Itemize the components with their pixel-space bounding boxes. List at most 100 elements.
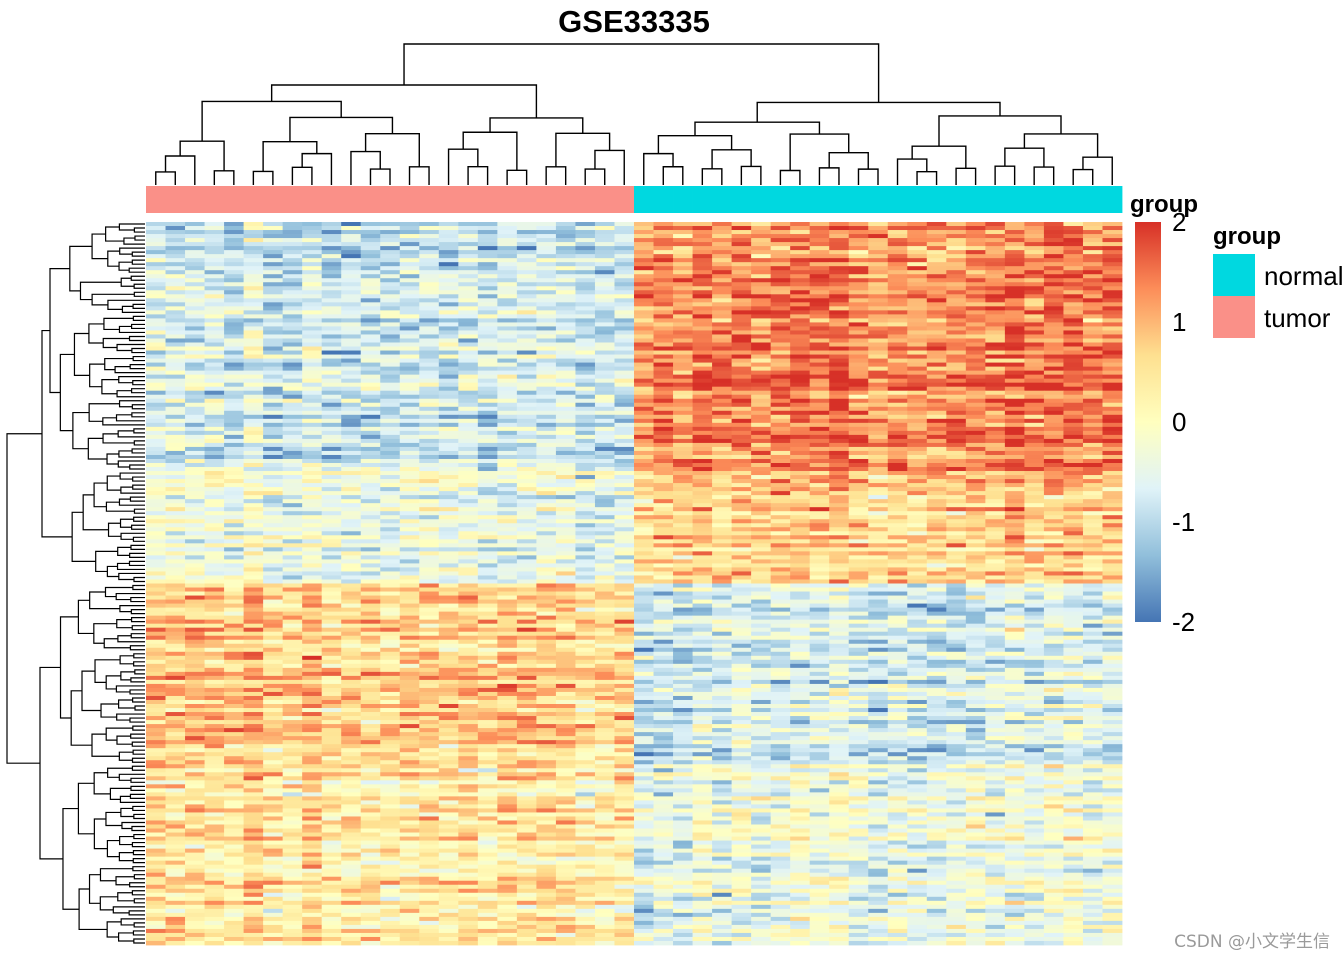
heatmap-cell: [594, 286, 615, 291]
heatmap-cell: [165, 483, 186, 488]
heatmap-cell: [614, 390, 635, 396]
heatmap-cell: [907, 402, 928, 408]
heatmap-cell: [224, 495, 244, 500]
heatmap-cell: [692, 587, 713, 592]
heatmap-cell: [673, 426, 693, 432]
heatmap-cell: [1102, 434, 1123, 440]
heatmap-cell: [224, 479, 244, 484]
heatmap-cell: [263, 495, 284, 500]
heatmap-cell: [887, 230, 908, 235]
heatmap-cell: [868, 362, 889, 367]
heatmap-cell: [946, 350, 967, 355]
heatmap-cell: [1004, 330, 1025, 335]
heatmap-cell: [555, 326, 576, 331]
heatmap-cell: [497, 294, 518, 299]
heatmap-cell: [673, 495, 693, 500]
heatmap-cell: [282, 314, 303, 319]
heatmap-cell: [634, 282, 654, 287]
heatmap-cell: [965, 386, 986, 392]
heatmap-cell: [516, 446, 537, 452]
heatmap-cell: [575, 559, 596, 564]
heatmap-cell: [165, 386, 186, 392]
heatmap-cell: [692, 583, 713, 588]
heatmap-cell: [751, 559, 772, 564]
heatmap-cell: [399, 262, 420, 267]
heatmap-cell: [224, 314, 244, 319]
heatmap-cell: [985, 366, 1006, 372]
heatmap-cell: [712, 398, 732, 404]
heatmap-cell: [321, 262, 342, 267]
heatmap-cell: [1063, 370, 1084, 376]
heatmap-cell: [1082, 390, 1103, 396]
heatmap-cell: [848, 458, 869, 464]
heatmap-cell: [1082, 442, 1103, 448]
heatmap-cell: [419, 511, 440, 516]
heatmap-cell: [419, 374, 440, 380]
heatmap-cell: [555, 334, 576, 339]
heatmap-cell: [185, 382, 205, 388]
heatmap-cell: [809, 595, 830, 600]
heatmap-cell: [829, 298, 850, 303]
heatmap-cell: [302, 262, 323, 267]
heatmap-cell: [458, 354, 479, 359]
heatmap-cell: [829, 354, 850, 359]
heatmap-cell: [731, 338, 752, 343]
heatmap-cell: [263, 394, 284, 400]
heatmap-cell: [419, 479, 440, 484]
heatmap-cell: [1102, 358, 1123, 363]
heatmap-cell: [575, 454, 596, 460]
heatmap-cell: [1024, 535, 1045, 540]
heatmap-cell: [243, 370, 264, 376]
heatmap-cell: [321, 274, 342, 279]
heatmap-cell: [165, 366, 186, 372]
heatmap-cell: [673, 418, 693, 424]
heatmap-cell: [946, 362, 967, 367]
heatmap-cell: [926, 543, 947, 548]
heatmap-cell: [751, 390, 772, 396]
heatmap-cell: [1102, 294, 1123, 299]
heatmap-cell: [282, 394, 303, 400]
heatmap-cell: [1043, 234, 1064, 239]
heatmap-cell: [575, 354, 596, 359]
dendrogram-branch: [594, 149, 625, 185]
heatmap-cell: [1043, 266, 1064, 271]
heatmap-cell: [673, 314, 693, 319]
heatmap-cell: [302, 290, 323, 295]
heatmap-cell: [634, 446, 654, 452]
heatmap-cell: [185, 475, 205, 480]
heatmap-cell: [302, 414, 323, 420]
heatmap-cell: [341, 338, 362, 343]
heatmap-cell: [809, 286, 830, 291]
heatmap-cell: [399, 394, 420, 400]
heatmap-cell: [263, 358, 284, 363]
heatmap-cell: [282, 571, 303, 576]
heatmap-cell: [224, 230, 244, 235]
heatmap-cell: [497, 250, 518, 255]
heatmap-cell: [634, 454, 654, 460]
heatmap-cell: [1102, 366, 1123, 372]
heatmap-cell: [868, 338, 889, 343]
dendrogram-branch: [130, 677, 145, 683]
heatmap-cell: [497, 390, 518, 396]
heatmap-cell: [263, 382, 284, 388]
heatmap-cell: [185, 426, 205, 432]
heatmap-cell: [614, 555, 635, 560]
heatmap-cell: [887, 591, 908, 596]
heatmap-cell: [555, 322, 576, 327]
heatmap-cell: [985, 539, 1006, 544]
heatmap-cell: [1063, 290, 1084, 295]
heatmap-cell: [907, 511, 928, 516]
heatmap-cell: [692, 326, 713, 331]
heatmap-cell: [751, 571, 772, 576]
heatmap-cell: [1102, 563, 1123, 568]
heatmap-cell: [497, 438, 518, 444]
heatmap-cell: [224, 258, 244, 263]
heatmap-cell: [263, 338, 284, 343]
heatmap-cell: [302, 286, 323, 291]
heatmap-cell: [224, 599, 244, 604]
heatmap-cell: [185, 238, 205, 243]
heatmap-cell: [790, 547, 811, 552]
heatmap-cell: [712, 290, 732, 295]
heatmap-cell: [497, 378, 518, 384]
heatmap-cell: [516, 342, 537, 347]
